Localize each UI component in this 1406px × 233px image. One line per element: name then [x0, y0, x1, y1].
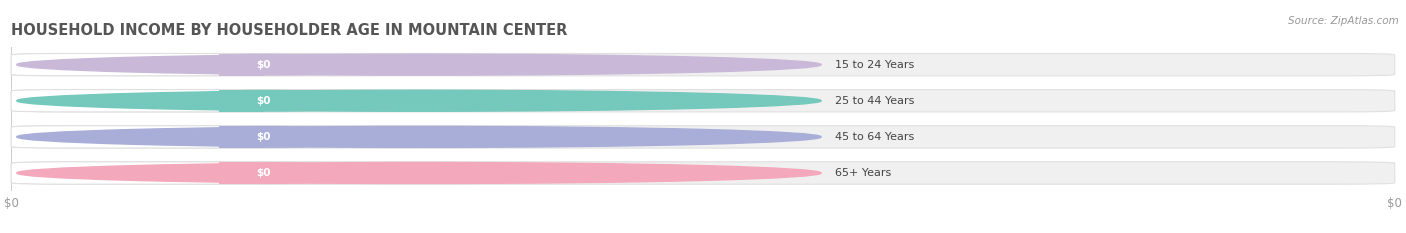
FancyBboxPatch shape: [11, 126, 309, 148]
FancyBboxPatch shape: [11, 54, 309, 76]
Text: $0: $0: [256, 168, 271, 178]
Text: HOUSEHOLD INCOME BY HOUSEHOLDER AGE IN MOUNTAIN CENTER: HOUSEHOLD INCOME BY HOUSEHOLDER AGE IN M…: [11, 24, 568, 38]
Circle shape: [17, 162, 821, 184]
Circle shape: [17, 126, 821, 147]
Text: Source: ZipAtlas.com: Source: ZipAtlas.com: [1288, 16, 1399, 26]
FancyBboxPatch shape: [219, 90, 264, 112]
FancyBboxPatch shape: [11, 89, 1395, 112]
FancyBboxPatch shape: [11, 53, 1395, 76]
FancyBboxPatch shape: [219, 126, 309, 148]
FancyBboxPatch shape: [11, 162, 1395, 184]
Text: 15 to 24 Years: 15 to 24 Years: [835, 60, 914, 70]
FancyBboxPatch shape: [219, 162, 309, 184]
Circle shape: [17, 90, 821, 111]
Text: $0: $0: [256, 132, 271, 142]
Text: $0: $0: [256, 60, 271, 70]
Text: $0: $0: [256, 96, 271, 106]
FancyBboxPatch shape: [219, 54, 264, 76]
FancyBboxPatch shape: [219, 126, 264, 148]
Circle shape: [17, 54, 821, 75]
Text: 65+ Years: 65+ Years: [835, 168, 891, 178]
Text: 25 to 44 Years: 25 to 44 Years: [835, 96, 914, 106]
Text: 45 to 64 Years: 45 to 64 Years: [835, 132, 914, 142]
FancyBboxPatch shape: [219, 54, 309, 76]
FancyBboxPatch shape: [219, 162, 264, 184]
FancyBboxPatch shape: [11, 126, 1395, 148]
FancyBboxPatch shape: [11, 90, 309, 112]
FancyBboxPatch shape: [219, 90, 309, 112]
FancyBboxPatch shape: [11, 162, 309, 184]
